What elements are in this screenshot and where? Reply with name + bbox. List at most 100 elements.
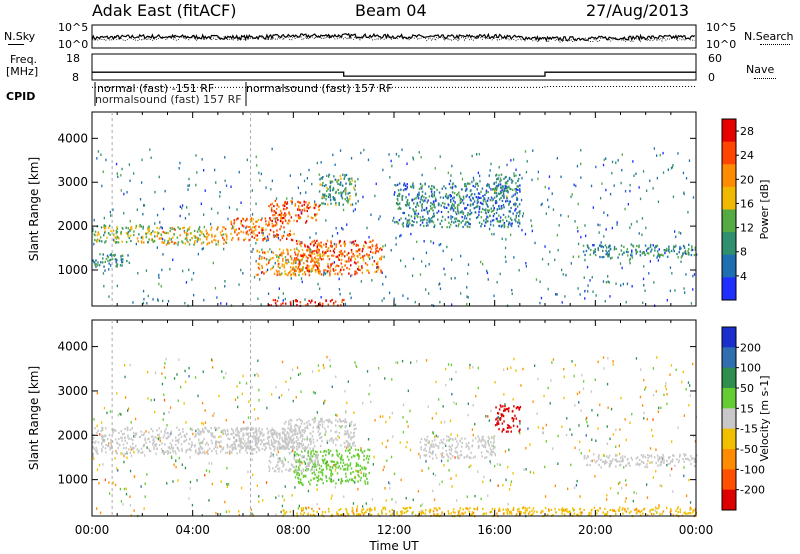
power-speckle (192, 271, 195, 275)
power-region-6 (322, 176, 324, 179)
velocity-region-4 (305, 457, 308, 461)
power-region-8 (465, 185, 467, 188)
velocity-region-3 (339, 467, 342, 470)
power-region-5 (314, 215, 316, 218)
power-region-3 (300, 268, 302, 271)
velocity-region-0 (278, 445, 280, 448)
velocity-region-7 (628, 511, 631, 514)
power-speckle (156, 213, 159, 217)
power-region-0 (153, 239, 156, 243)
velocity-region-0 (154, 443, 156, 446)
velocity-speckle (432, 489, 434, 493)
velocity-speckle (688, 478, 690, 482)
power-region-2 (250, 217, 253, 220)
power-region-2 (276, 233, 278, 236)
power-region-4 (353, 261, 356, 264)
power-speckle (142, 301, 145, 305)
velocity-region-6 (477, 435, 479, 438)
power-speckle (309, 250, 311, 254)
power-region-8 (475, 216, 478, 219)
power-speckle (342, 208, 345, 212)
velocity-speckle (574, 486, 576, 489)
velocity-region-6 (491, 450, 494, 454)
velocity-region-1 (247, 446, 250, 449)
velocity-speckle (570, 463, 572, 467)
power-region-2 (277, 234, 279, 237)
power-region-8 (420, 186, 422, 189)
velocity-region-5 (512, 420, 515, 423)
power-region-1 (193, 241, 196, 245)
velocity-region-3 (294, 451, 296, 454)
power-region-4 (326, 239, 329, 242)
velocity-region-5 (519, 405, 522, 409)
velocity-region-6 (451, 444, 453, 447)
power-region-9 (502, 185, 504, 188)
power-region-8 (431, 195, 434, 198)
velocity-region-1 (247, 444, 249, 447)
power-speckle (520, 198, 523, 202)
velocity-region-3 (340, 461, 342, 464)
velocity-region-0 (210, 432, 212, 435)
velocity-region-1 (232, 431, 235, 434)
power-region-4 (330, 264, 332, 267)
power-speckle (342, 173, 344, 177)
power-speckle (228, 206, 231, 209)
power-region-8 (499, 183, 502, 186)
velocity-region-6 (446, 439, 448, 442)
velocity-speckle (656, 356, 658, 359)
velocity-region-0 (142, 451, 144, 454)
velocity-region-0 (234, 443, 236, 446)
power-speckle (671, 166, 673, 169)
power-region-4 (340, 262, 343, 265)
velocity-region-0 (163, 434, 166, 437)
velocity-region-5 (502, 415, 505, 418)
velocity-region-4 (278, 460, 280, 463)
power-region-3 (279, 266, 281, 269)
power-speckle (657, 200, 660, 203)
velocity-region-6 (425, 453, 428, 457)
power-region-10 (649, 243, 652, 246)
velocity-speckle (406, 441, 408, 444)
power-region-3 (289, 255, 292, 258)
velocity-region-2 (284, 447, 286, 451)
power-region-3 (278, 272, 281, 275)
velocity-region-1 (238, 435, 240, 438)
power-region-8 (519, 188, 521, 191)
velocity-region-0 (125, 447, 127, 450)
power-speckle (139, 198, 142, 201)
power-speckle (438, 243, 440, 247)
velocity-region-1 (289, 427, 291, 431)
velocity-region-0 (280, 445, 282, 449)
velocity-speckle (606, 494, 608, 497)
power-region-10 (691, 246, 693, 249)
velocity-region-0 (137, 451, 139, 454)
velocity-region-2 (290, 436, 292, 439)
power-region-11 (276, 300, 279, 303)
power-region-4 (298, 240, 300, 243)
power-region-0 (133, 234, 135, 237)
velocity-speckle (450, 477, 452, 480)
power-region-1 (225, 241, 228, 244)
power-colorbar-tick-label: 12 (740, 222, 754, 235)
power-region-8 (416, 221, 418, 224)
velocity-speckle (135, 444, 137, 448)
power-region-2 (251, 229, 253, 232)
velocity-region-3 (366, 455, 368, 458)
velocity-speckle (632, 499, 634, 503)
velocity-region-3 (363, 474, 365, 477)
velocity-region-6 (425, 449, 427, 453)
velocity-speckle (391, 411, 393, 415)
velocity-region-2 (301, 435, 304, 438)
velocity-region-3 (329, 466, 331, 469)
velocity-speckle (144, 482, 146, 485)
velocity-region-3 (359, 464, 361, 467)
velocity-region-6 (427, 441, 430, 444)
velocity-speckle (672, 490, 674, 493)
power-speckle (592, 290, 594, 293)
power-region-10 (682, 244, 685, 247)
velocity-region-2 (338, 418, 341, 421)
power-region-4 (350, 257, 352, 261)
velocity-region-3 (340, 456, 343, 459)
velocity-region-2 (344, 433, 347, 436)
velocity-speckle (329, 359, 331, 362)
